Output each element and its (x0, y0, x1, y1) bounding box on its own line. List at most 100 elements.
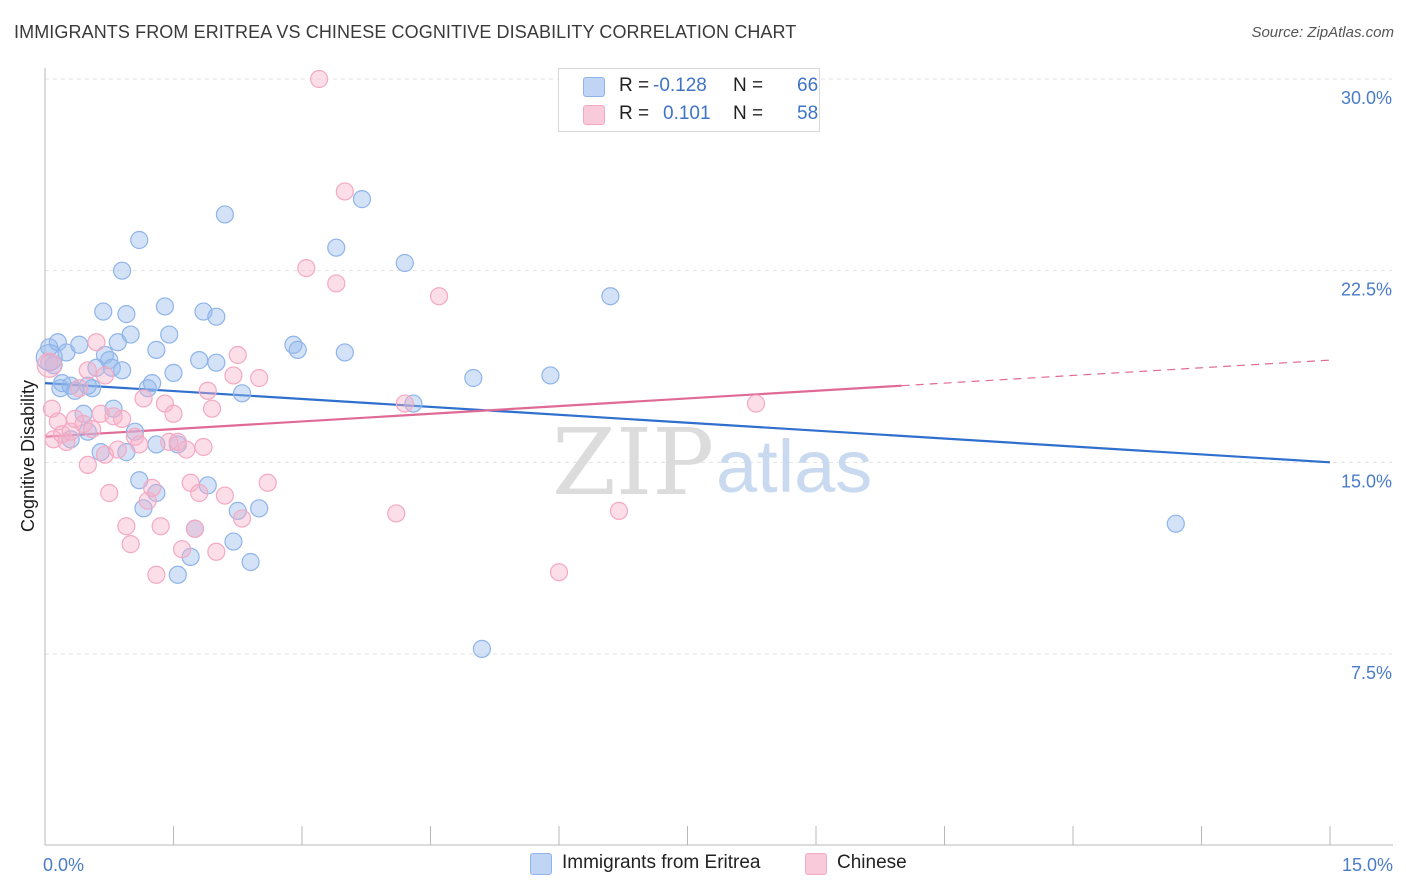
trend-lines (44, 359, 1331, 464)
point-chinese (297, 259, 316, 278)
point-chinese (172, 540, 192, 559)
point-eritrea (94, 302, 113, 321)
point-chinese (429, 287, 449, 306)
chart-title: IMMIGRANTS FROM ERITREA VS CHINESE COGNI… (14, 22, 797, 42)
point-chinese (327, 274, 346, 293)
tick-labels: 7.5% 15.0% 22.5% 30.0% 0.0% 15.0% (43, 88, 1393, 875)
point-chinese (130, 435, 149, 454)
point-eritrea (241, 552, 260, 572)
point-chinese (87, 333, 106, 352)
y-tick-label: 15.0% (1341, 471, 1392, 491)
point-eritrea (1166, 514, 1185, 533)
point-chinese (78, 455, 97, 474)
point-chinese-cluster (36, 352, 62, 378)
point-eritrea (232, 384, 252, 403)
point-eritrea (207, 307, 226, 326)
point-eritrea (168, 565, 187, 584)
point-eritrea (541, 366, 560, 385)
legend-r-label: R = (619, 103, 650, 124)
point-eritrea (112, 261, 132, 280)
point-eritrea (250, 499, 269, 518)
point-chinese (142, 478, 162, 497)
point-chinese (78, 361, 97, 380)
source-label: Source: ZipAtlas.com (1251, 24, 1394, 41)
y-tick-label: 22.5% (1341, 280, 1392, 300)
point-eritrea (130, 230, 149, 250)
y-axis-label: Cognitive Disability (18, 380, 38, 532)
point-eritrea (142, 374, 162, 393)
axes (44, 68, 1393, 846)
point-chinese (250, 368, 269, 388)
point-chinese (194, 437, 213, 457)
point-chinese (83, 420, 102, 439)
point-eritrea (288, 340, 307, 359)
point-chinese (112, 409, 132, 428)
point-eritrea (215, 205, 234, 224)
point-chinese (57, 432, 76, 451)
point-eritrea (352, 190, 372, 209)
bottom-legend-label-eritrea: Immigrants from Eritrea (562, 852, 761, 873)
point-chinese (258, 473, 277, 492)
point-chinese (185, 519, 205, 538)
gridlines (45, 78, 1392, 655)
point-chinese (387, 504, 406, 523)
point-chinese (100, 483, 119, 503)
bottom-legend-label-chinese: Chinese (837, 852, 907, 873)
point-chinese (108, 440, 127, 459)
trend-line-chinese (44, 384, 902, 438)
point-chinese (228, 345, 247, 365)
bottom-legend-swatch-eritrea (530, 853, 552, 875)
data-points (35, 69, 1185, 658)
point-eritrea (327, 238, 346, 257)
point-eritrea (207, 353, 226, 372)
point-chinese (224, 366, 243, 385)
point-chinese (147, 565, 166, 584)
point-chinese (151, 517, 170, 536)
legend-n-value: 58 (797, 103, 819, 124)
point-chinese (70, 379, 89, 398)
point-chinese (65, 409, 85, 428)
point-eritrea (190, 351, 209, 370)
legend-swatch-chinese (583, 105, 605, 125)
legend-n-value: 66 (797, 75, 819, 96)
point-chinese (190, 483, 209, 503)
point-eritrea (155, 297, 175, 316)
point-chinese (117, 517, 136, 536)
point-eritrea (395, 253, 414, 273)
point-chinese (335, 182, 354, 201)
point-eritrea (164, 363, 183, 382)
point-eritrea (70, 335, 89, 354)
point-chinese (74, 414, 93, 434)
point-chinese (177, 440, 196, 459)
point-chinese (121, 535, 140, 554)
legend-r-label: R = (619, 75, 650, 96)
point-chinese (40, 353, 59, 372)
point-eritrea-cluster (35, 343, 63, 372)
watermark-zip: ZIP (552, 409, 714, 516)
point-eritrea (224, 532, 243, 551)
point-eritrea (472, 639, 491, 658)
point-chinese (207, 542, 226, 561)
point-chinese (310, 69, 329, 89)
point-eritrea (335, 343, 354, 362)
legend-r-value: -0.128 (653, 75, 707, 96)
stats-legend: R = -0.128 N = 66 R = 0.101 N = 58 (558, 68, 820, 132)
point-chinese (609, 501, 629, 520)
legend-r-value: 0.101 (663, 103, 711, 124)
x-tick-label: 15.0% (1342, 855, 1393, 875)
point-chinese (134, 389, 153, 408)
y-tick-label: 30.0% (1341, 88, 1392, 108)
point-chinese (549, 563, 569, 582)
y-tick-label: 7.5% (1351, 663, 1392, 683)
watermark: ZIP atlas (552, 409, 872, 516)
point-chinese (232, 509, 252, 528)
point-eritrea (601, 287, 620, 306)
point-chinese (202, 399, 222, 418)
point-eritrea (117, 305, 136, 324)
trend-line-eritrea (44, 382, 1331, 464)
point-chinese (215, 486, 234, 505)
watermark-atlas: atlas (716, 425, 872, 508)
legend-n-label: N = (733, 75, 764, 96)
trend-line-chinese-extrapolated (901, 359, 1331, 387)
